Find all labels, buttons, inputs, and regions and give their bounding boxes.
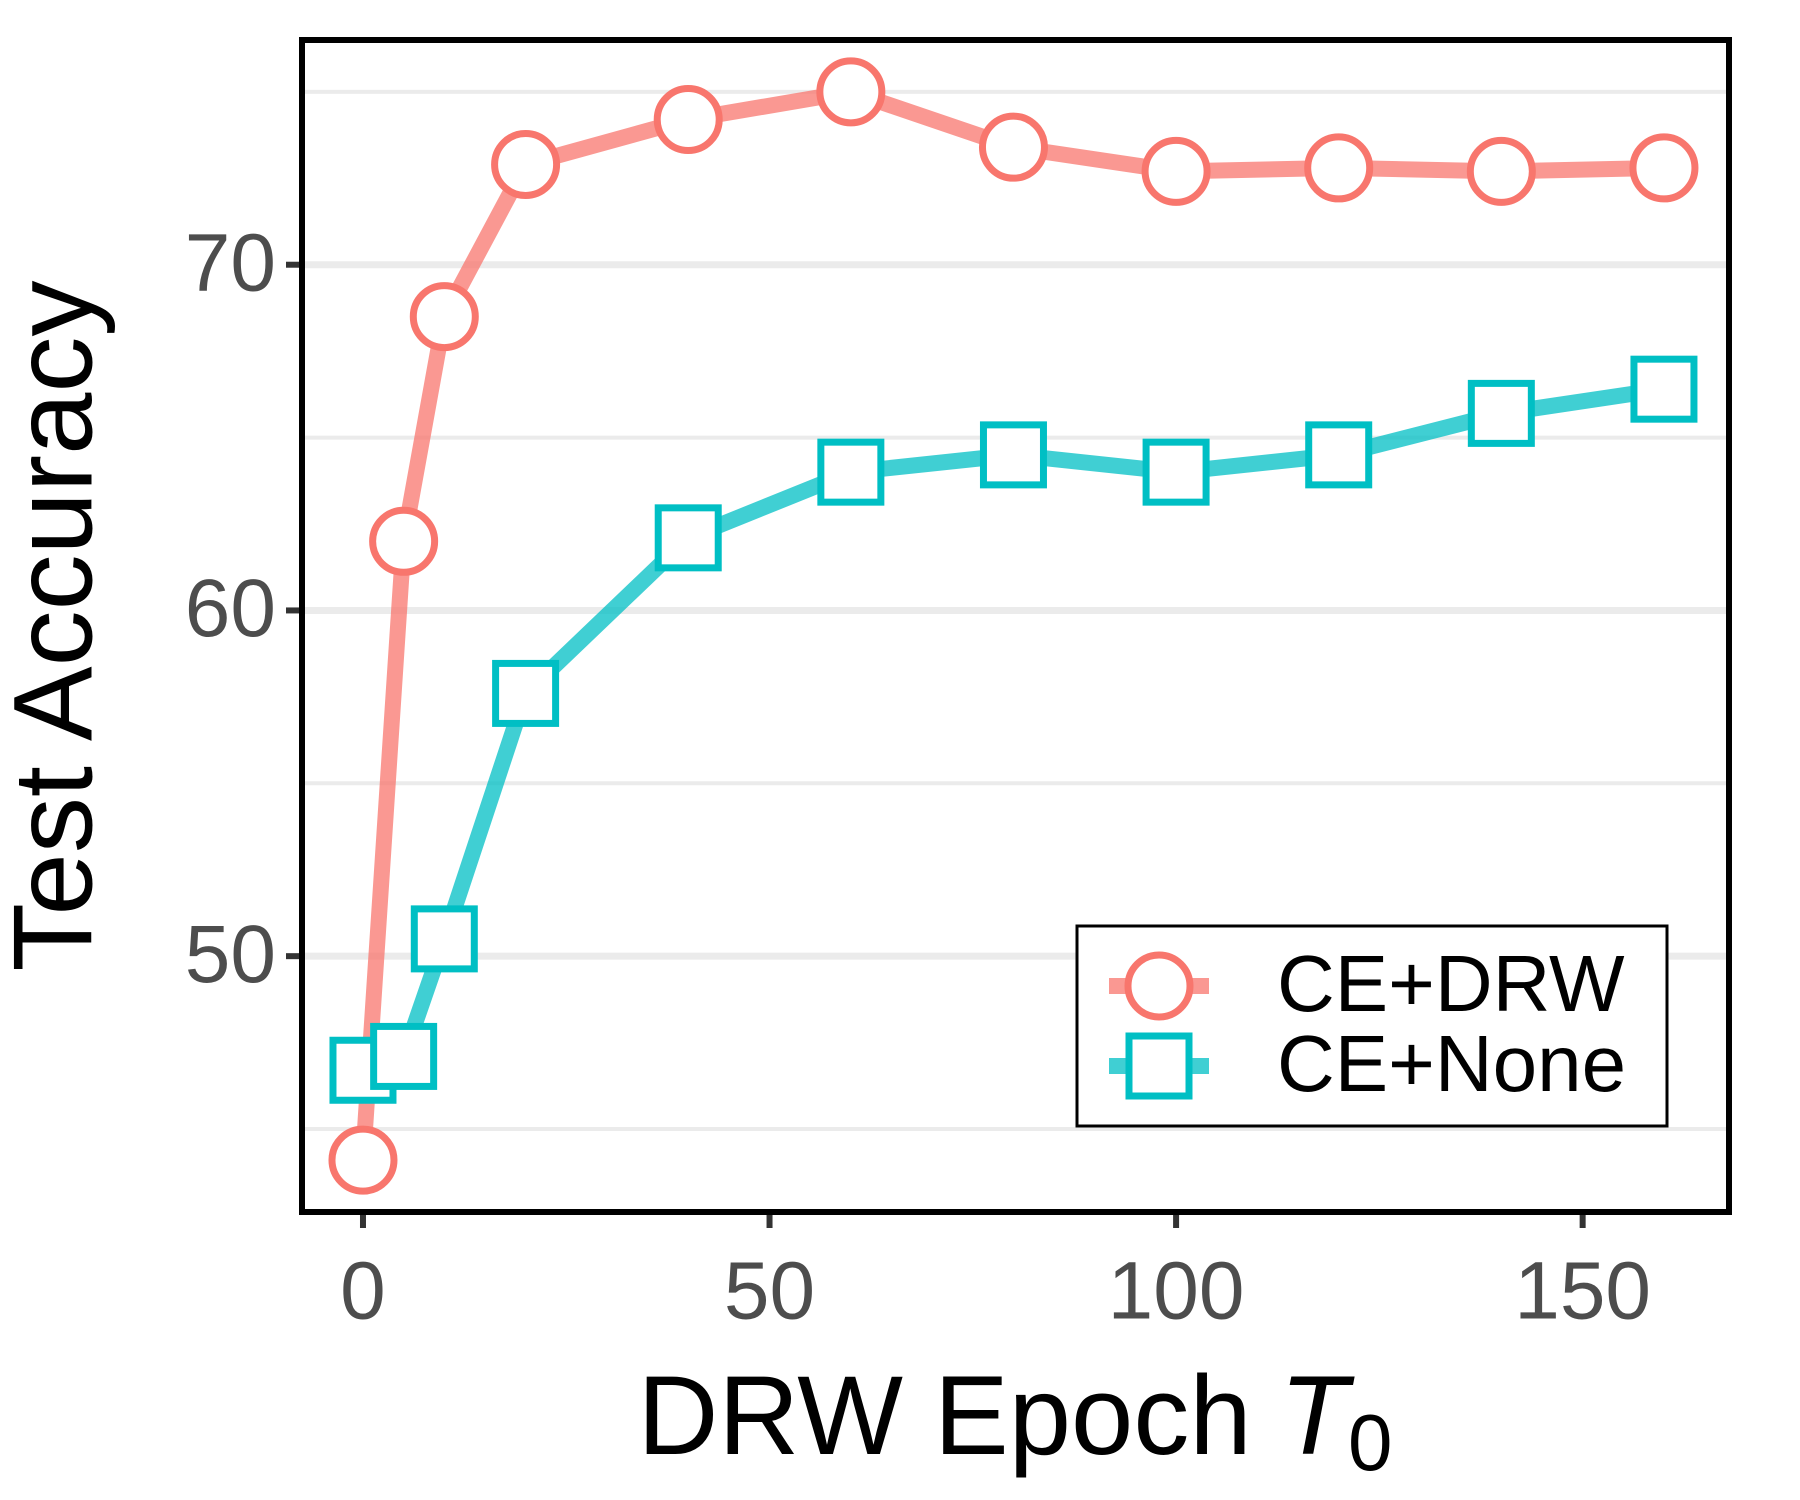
y-tick-label: 60 [185, 563, 276, 654]
legend-label: CE+DRW [1277, 939, 1625, 1028]
marker [978, 112, 1048, 182]
x-tick-label: 150 [1514, 1246, 1651, 1337]
marker [369, 506, 439, 576]
x-axis-title-subscript: 0 [1348, 1398, 1393, 1487]
y-axis-title: Test Accuracy [0, 281, 116, 972]
x-axis-title-symbol: T [1280, 1353, 1356, 1478]
x-axis-title: DRW Epoch T0 [637, 1353, 1392, 1488]
marker [409, 282, 479, 352]
marker [1467, 379, 1535, 447]
marker [410, 905, 478, 973]
marker [1141, 136, 1211, 206]
marker [816, 57, 886, 127]
legend-key-marker [1124, 951, 1194, 1021]
x-tick-label: 50 [724, 1246, 815, 1337]
plot-border [299, 37, 1732, 1215]
marker [979, 421, 1047, 489]
marker [1142, 438, 1210, 506]
marker [1629, 133, 1699, 203]
marker [491, 129, 561, 199]
marker [492, 659, 560, 727]
legend-label: CE+None [1277, 1019, 1626, 1108]
marker [1305, 421, 1373, 489]
x-tick-label: 0 [340, 1246, 386, 1337]
y-tick-label: 50 [185, 909, 276, 1000]
x-tick-label: 100 [1108, 1246, 1245, 1337]
y-tick-label: 70 [185, 217, 276, 308]
marker [654, 504, 722, 572]
marker [653, 85, 723, 155]
marker [328, 1125, 398, 1195]
marker [1466, 136, 1536, 206]
legend-key-marker [1125, 1032, 1193, 1100]
marker [817, 438, 885, 506]
x-axis-title-text: DRW Epoch [637, 1353, 1251, 1478]
marker [1304, 133, 1374, 203]
marker [370, 1022, 438, 1090]
marker [1630, 355, 1698, 423]
